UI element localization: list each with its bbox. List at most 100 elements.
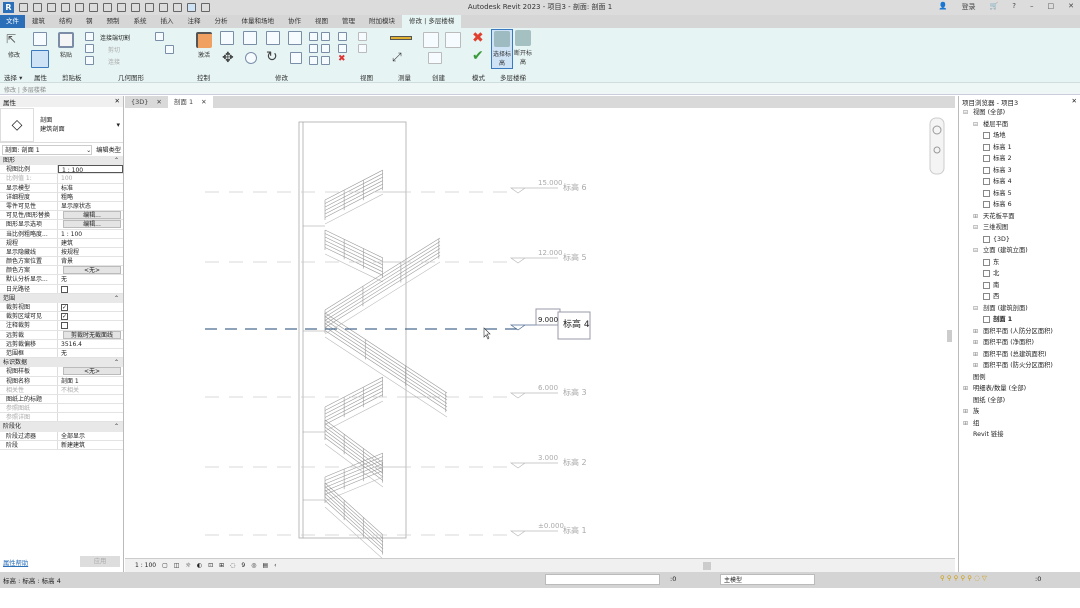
- browser-item[interactable]: 标高 4: [963, 176, 1080, 188]
- property-value[interactable]: 按规程: [61, 248, 80, 256]
- detail-level-icon[interactable]: ▢: [162, 562, 168, 569]
- ribbon-tab[interactable]: 文件: [0, 15, 25, 28]
- properties-help-link[interactable]: 属性帮助: [3, 560, 29, 567]
- browser-item[interactable]: ⊞ 面积平面 (人防分区面积): [963, 326, 1080, 338]
- ribbon-tab[interactable]: 系统: [133, 17, 147, 25]
- text-icon[interactable]: [145, 3, 154, 12]
- minimize-button[interactable]: –: [1030, 2, 1034, 10]
- visual-style-icon[interactable]: ◫: [173, 562, 180, 569]
- ribbon-tab[interactable]: 建筑: [32, 17, 45, 25]
- browser-item[interactable]: ⊞ 面积平面 (净面积): [963, 337, 1080, 349]
- property-value[interactable]: 显示原状态: [61, 202, 92, 210]
- type-selector[interactable]: ◇ 剖面 建筑剖面 ▾: [0, 107, 123, 143]
- ribbon-tab[interactable]: 结构: [59, 17, 72, 25]
- wall-joins-icon[interactable]: [165, 45, 174, 54]
- close-tab-icon[interactable]: ✕: [156, 98, 162, 106]
- browser-item[interactable]: ⊞ 面积平面 (总建筑面积): [963, 349, 1080, 361]
- expand-toggle-icon[interactable]: ⊟: [973, 304, 979, 312]
- expand-toggle-icon[interactable]: ⊞: [963, 419, 969, 427]
- property-value[interactable]: 1 : 100: [61, 230, 83, 238]
- close-button[interactable]: ✕: [1068, 2, 1074, 10]
- measure-between-icon[interactable]: ⤢: [392, 50, 402, 64]
- property-group[interactable]: 阶段化 ⌃: [0, 422, 123, 432]
- browser-item[interactable]: ⊞ 组: [963, 418, 1080, 430]
- copy-element-icon[interactable]: [245, 52, 257, 64]
- workset-dropdown[interactable]: [545, 574, 660, 585]
- disconnect-levels-button[interactable]: 断开标高: [514, 30, 532, 66]
- expand-toggle-icon[interactable]: ⊞: [973, 350, 979, 358]
- browser-item[interactable]: 南: [963, 280, 1080, 292]
- ribbon-tab[interactable]: 分析: [214, 17, 228, 25]
- level-elevation[interactable]: 15.000: [538, 179, 563, 187]
- tab-3d-view[interactable]: {3D} ✕: [131, 98, 162, 106]
- home-icon[interactable]: [19, 3, 28, 12]
- drawing-canvas[interactable]: 15.000 标高 6 12.000 标高 5 9.000 标高 4 6.000 标高 3 3.…: [125, 108, 955, 560]
- browser-item[interactable]: 东: [963, 257, 1080, 269]
- browser-item[interactable]: 标高 5: [963, 188, 1080, 200]
- dimension-icon[interactable]: [131, 3, 140, 12]
- create-assembly-icon[interactable]: [428, 52, 442, 64]
- worksharing-icon[interactable]: ▤: [262, 562, 269, 569]
- level-6[interactable]: 15.000 标高 6: [205, 179, 587, 194]
- measure-icon[interactable]: [117, 3, 126, 12]
- property-value[interactable]: 无: [61, 349, 68, 357]
- ribbon-tab[interactable]: 管理: [342, 17, 355, 25]
- offset-icon[interactable]: [243, 31, 257, 45]
- mirror-axis-icon[interactable]: [266, 31, 280, 45]
- apply-button[interactable]: 应用: [80, 556, 120, 567]
- redo-icon[interactable]: [89, 3, 98, 12]
- property-value[interactable]: 100: [61, 175, 73, 183]
- browser-item[interactable]: 图例: [973, 373, 986, 381]
- move-icon[interactable]: ✥: [222, 50, 234, 66]
- cut-icon[interactable]: [85, 32, 94, 41]
- ribbon-tab[interactable]: 钢: [86, 17, 93, 25]
- ribbon-tab[interactable]: 协作: [288, 17, 301, 25]
- property-value[interactable]: [58, 404, 123, 412]
- cart-icon[interactable]: 🛒: [989, 2, 999, 10]
- level-name[interactable]: 标高 1: [563, 525, 587, 535]
- paste-button[interactable]: 粘贴: [58, 32, 74, 59]
- ribbon-tab[interactable]: 注释: [187, 17, 201, 25]
- ribbon-tab[interactable]: 视图: [315, 17, 328, 25]
- expand-toggle-icon[interactable]: ⊞: [963, 408, 969, 415]
- sign-in-link[interactable]: 登录: [961, 3, 976, 11]
- expand-toggle-icon[interactable]: ⊞: [973, 362, 979, 369]
- trim-icon[interactable]: [309, 56, 318, 65]
- user-icon[interactable]: 👤: [938, 2, 948, 10]
- browser-item[interactable]: ⊟ 楼层平面: [963, 119, 1080, 131]
- property-checkbox[interactable]: ✓: [61, 304, 68, 311]
- level-name[interactable]: 标高 4: [563, 318, 590, 330]
- split-element-icon[interactable]: [309, 32, 318, 41]
- trim-extend-icon[interactable]: [290, 52, 302, 64]
- browser-item[interactable]: Revit 链接: [973, 431, 1004, 438]
- property-checkbox[interactable]: ✓: [61, 313, 68, 321]
- sync-icon[interactable]: [61, 3, 70, 12]
- cut-button[interactable]: 剪切: [108, 47, 121, 54]
- ribbon-tab[interactable]: 插入: [160, 17, 174, 25]
- level-2[interactable]: 3.000 标高 2: [205, 454, 587, 469]
- expand-toggle-icon[interactable]: ⊞: [973, 327, 979, 335]
- property-button[interactable]: 剪裁时无截面线: [63, 330, 121, 339]
- browser-item[interactable]: ⊞ 天花板平面: [963, 211, 1080, 223]
- section-icon[interactable]: [173, 3, 182, 12]
- design-option-dropdown[interactable]: 主模型: [720, 574, 815, 585]
- join-button[interactable]: 连接: [108, 59, 121, 66]
- view-scale[interactable]: 1 : 100: [135, 562, 157, 569]
- browser-item[interactable]: 北: [963, 268, 1080, 280]
- maximize-button[interactable]: □: [1047, 2, 1055, 10]
- property-value[interactable]: 不相关: [61, 386, 80, 394]
- split-gap-icon[interactable]: [321, 32, 330, 41]
- ribbon-tab[interactable]: 附加模块: [369, 17, 395, 25]
- property-value[interactable]: 全部显示: [61, 432, 86, 440]
- type-properties-icon[interactable]: [31, 50, 49, 68]
- close-tab-icon[interactable]: ✕: [201, 98, 207, 106]
- level-name[interactable]: 标高 2: [563, 457, 587, 467]
- level-elevation[interactable]: 6.000: [538, 384, 558, 392]
- property-button[interactable]: <无>: [63, 266, 121, 275]
- expand-toggle-icon[interactable]: ⊟: [973, 224, 979, 231]
- reveal-hidden-icon[interactable]: ◎: [251, 562, 257, 569]
- property-value[interactable]: 粗略: [61, 193, 74, 201]
- expand-toggle-icon[interactable]: ⊞: [963, 385, 969, 392]
- browser-item[interactable]: 标高 3: [963, 165, 1080, 177]
- split-face-icon[interactable]: [155, 32, 164, 41]
